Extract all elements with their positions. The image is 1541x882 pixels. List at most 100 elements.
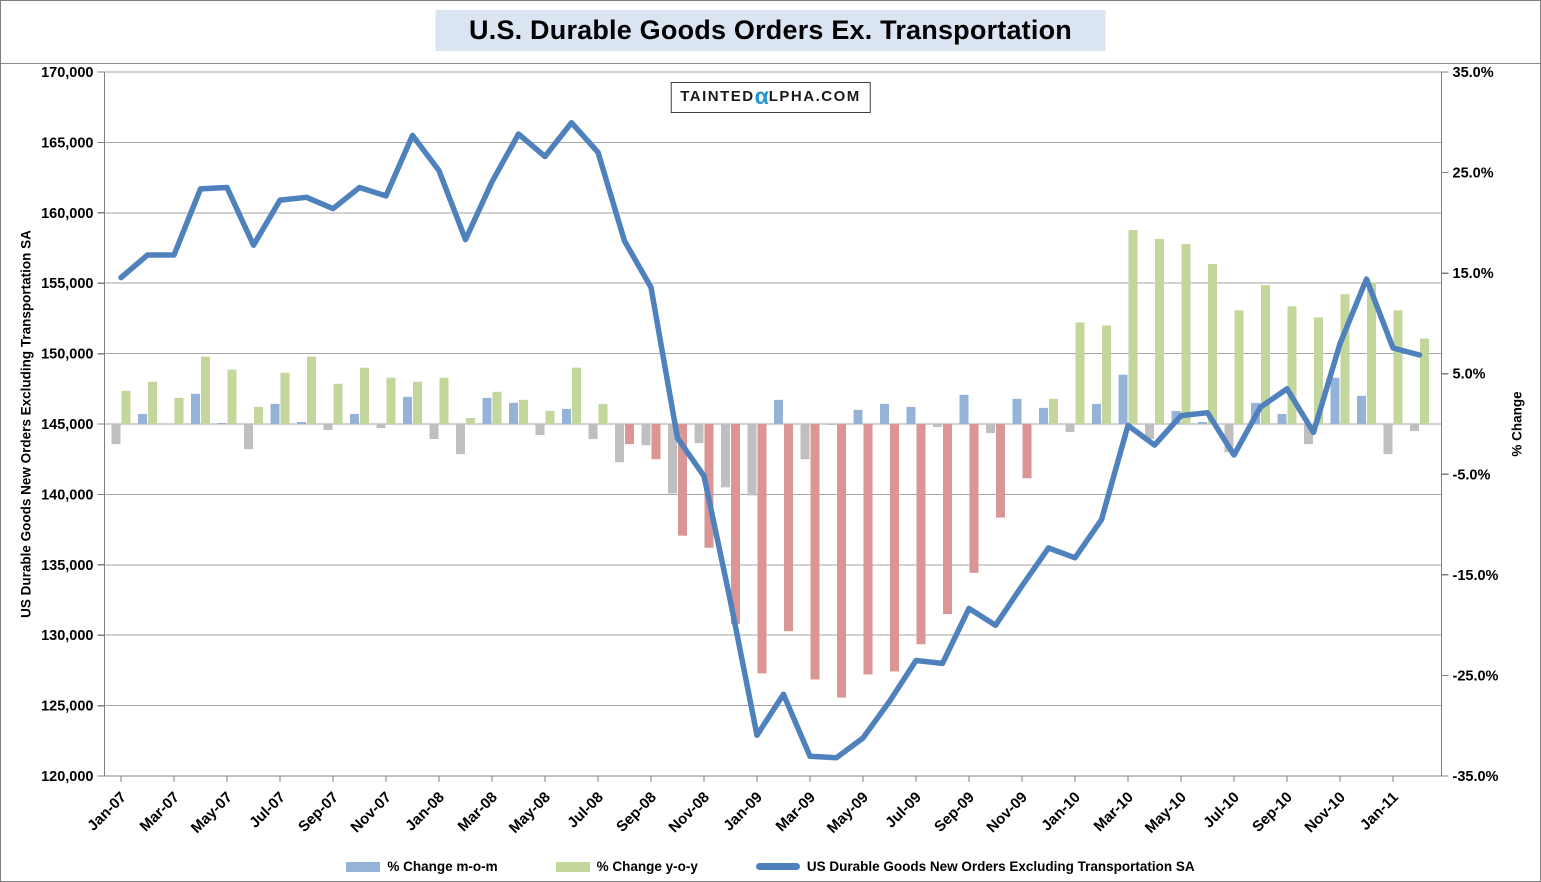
mom-bar-Dec-09 [1039,407,1048,424]
x-axis-tick-label: Jul-09 [882,789,925,832]
yoy-bar-Apr-09 [837,424,846,698]
yoy-bar-Aug-07 [307,356,316,424]
x-axis-tick-label: Nov-08 [665,789,712,836]
yoy-bar-Jul-09 [916,424,926,645]
yoy-bar-Jan-08 [439,377,449,424]
mom-bar-Apr-08 [509,402,518,424]
x-axis-tick-label: May-08 [506,789,554,837]
x-axis-tick-label: Nov-07 [347,789,394,836]
x-axis-tick-label: Sep-09 [931,789,978,836]
x-axis-tick-label: Mar-07 [137,789,183,835]
legend-label-yoy: % Change y-o-y [596,859,698,874]
mom-bar-Dec-08 [721,424,730,488]
mom-bar-Sep-09 [959,394,969,424]
x-axis-tick-label: Jan-11 [1357,789,1402,834]
yoy-bar-Aug-09 [943,424,952,615]
mom-bar-May-08 [535,424,545,436]
mom-bar-Sep-07 [323,424,333,431]
left-axis-tick-label: 160,000 [41,206,93,222]
yoy-bar-Feb-10 [1102,325,1111,424]
right-axis-title: % Change [1509,391,1525,457]
mom-bar-Jun-09 [880,403,889,424]
mom-bar-Aug-09 [933,424,942,428]
mom-bar-Aug-08 [615,424,624,463]
yoy-bar-Mar-08 [492,391,502,424]
legend-item-line: US Durable Goods New Orders Excluding Tr… [755,859,1195,874]
yoy-bar-May-09 [863,424,873,675]
left-axis-tick-label: 125,000 [41,699,93,715]
x-axis-tick-label: Jan-09 [720,789,766,835]
x-axis-tick-label: Jan-08 [402,789,448,835]
mom-bar-Apr-07 [191,393,200,424]
yoy-bar-Feb-07 [148,381,157,424]
orders-line [118,119,1423,761]
right-axis-tick-label: 15.0% [1453,266,1494,282]
mom-bar-Jan-09 [747,424,757,496]
x-axis-tick-label: Jul-10 [1200,789,1243,832]
right-axis-tick-label: 35.0% [1453,65,1494,81]
mom-bar-Sep-10 [1277,413,1287,424]
yoy-bar-Sep-07 [333,383,343,424]
mom-bar-Dec-10 [1357,395,1366,424]
left-axis-tick-label: 135,000 [41,558,93,574]
mom-bar-Jan-07 [111,424,121,445]
mom-bar-Jun-08 [562,408,571,424]
yoy-bar-Oct-09 [996,424,1005,518]
mom-bar-Jan-11 [1383,424,1393,455]
watermark-alpha-glyph: α [754,83,769,109]
yoy-bar-Oct-10 [1314,317,1323,424]
yoy-bar-Dec-10 [1367,282,1376,424]
mom-bar-Nov-08 [694,424,704,444]
mom-bar-Nov-07 [376,424,386,429]
yoy-bar-Jan-10 [1075,322,1085,424]
yoy-bar-Nov-09 [1022,424,1032,479]
mom-bar-Jun-07 [244,424,253,450]
mom-bar-Sep-08 [641,424,651,446]
yoy-bar-Sep-10 [1287,306,1297,424]
yoy-bar-Jan-07 [121,390,131,424]
mom-bar-Feb-09 [774,399,783,424]
yoy-bar-Dec-09 [1049,398,1058,424]
mom-bar-Feb-11 [1410,424,1419,432]
yoy-bar-Apr-10 [1155,238,1164,424]
yoy-bar-Dec-08 [731,424,740,625]
mom-bar-Oct-07 [350,413,359,424]
mom-bar-Jul-07 [270,403,280,424]
yoy-bar-Apr-08 [519,399,528,424]
right-axis-tick-label: -5.0% [1453,467,1491,483]
yoy-bar-Jan-09 [757,424,767,674]
yoy-bar-Sep-09 [969,424,979,573]
right-axis-tick-label: -15.0% [1453,568,1499,584]
right-axis-tick-label: -25.0% [1453,668,1499,684]
mom-bar-Mar-09 [800,424,810,460]
mom-bar-Dec-07 [403,396,412,424]
mom-bar-Mar-08 [482,397,492,424]
mom-bar-Jan-08 [429,424,439,440]
legend-item-yoy: % Change y-o-y [555,859,698,874]
yoy-bar-May-07 [227,369,237,424]
x-axis-tick-label: May-09 [824,789,872,837]
watermark-text-left: Tainted [680,88,755,105]
x-axis-tick-label: May-07 [188,789,236,837]
watermark-text-right: lpha.com [768,88,861,105]
yoy-bar-Jun-10 [1208,264,1217,424]
mom-bar-Jan-10 [1065,424,1075,433]
mom-bar-Feb-08 [456,424,465,455]
yoy-bar-Aug-08 [625,424,634,445]
right-axis-tick-label: 5.0% [1453,367,1486,383]
mom-bar-Oct-09 [986,424,995,434]
mom-bar-Apr-10 [1145,424,1154,440]
yoy-bar-swatch [555,861,590,872]
left-axis-tick-label: 170,000 [41,65,93,81]
yoy-bar-Jun-09 [890,424,899,672]
yoy-bar-Oct-08 [678,424,687,536]
yoy-bar-Dec-07 [413,381,422,424]
legend: % Change m-o-m % Change y-o-y US Durable… [1,859,1540,874]
left-axis-tick-label: 165,000 [41,135,93,151]
mom-bar-Jul-10 [1224,424,1234,453]
x-axis-tick-label: Jan-10 [1038,789,1084,835]
yoy-bar-Jul-08 [598,403,608,424]
left-axis-tick-label: 120,000 [41,769,93,785]
yoy-bar-Nov-07 [386,377,396,424]
